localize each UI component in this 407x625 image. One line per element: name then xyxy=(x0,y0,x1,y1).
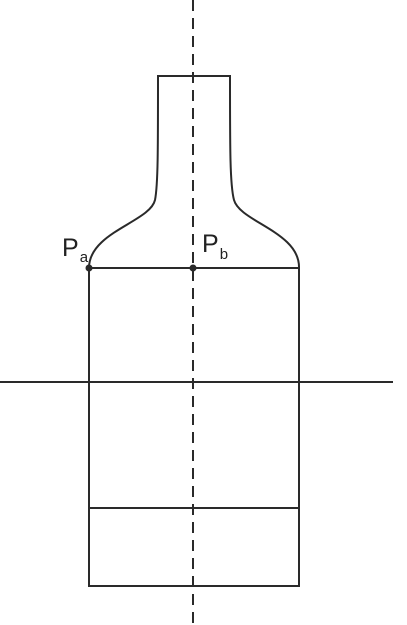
label-pb-main: P xyxy=(202,230,219,258)
point-pb xyxy=(189,264,197,272)
label-pb-sub: b xyxy=(220,246,228,263)
label-pb: Pb xyxy=(202,230,228,263)
bottle-neck-outline xyxy=(88,75,301,269)
label-pa-main: P xyxy=(62,234,79,262)
label-pa-sub: a xyxy=(80,249,89,266)
point-pa xyxy=(85,264,93,272)
label-pa: Pa xyxy=(62,234,89,266)
